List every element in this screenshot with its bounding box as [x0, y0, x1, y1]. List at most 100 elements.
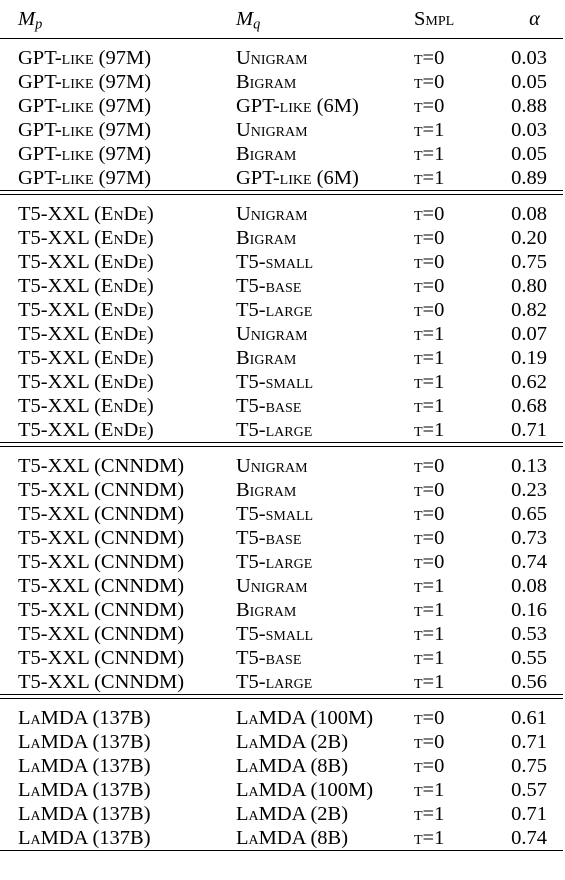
- header-mp-base: M: [18, 8, 36, 30]
- header-mp-sub: p: [35, 16, 43, 33]
- cell-mp: T5-XXL (CNNDM): [18, 623, 185, 645]
- cell-mq: GPT-like (6M): [236, 95, 359, 117]
- cell-alpha: 0.82: [511, 299, 547, 321]
- cell-smpl: t=1: [414, 671, 445, 693]
- table-header-row: Mp Mq Smpl α: [0, 0, 563, 39]
- cell-smpl: t=1: [414, 575, 445, 597]
- table-row: GPT-like (97M) Unigram t=1 0.03: [0, 118, 563, 142]
- cell-smpl: t=0: [414, 527, 445, 549]
- cell-mp: T5-XXL (CNNDM): [18, 647, 185, 669]
- cell-mp: T5-XXL (EnDe): [18, 227, 154, 249]
- group-end-rule: [0, 190, 563, 195]
- cell-mq: LaMDA (2B): [236, 731, 349, 753]
- cell-alpha: 0.68: [511, 395, 547, 417]
- cell-mq: LaMDA (8B): [236, 827, 349, 849]
- cell-alpha: 0.74: [511, 551, 547, 573]
- cell-alpha: 0.74: [511, 827, 547, 849]
- cell-mp: GPT-like (97M): [18, 47, 152, 69]
- cell-alpha: 0.08: [511, 575, 547, 597]
- cell-alpha: 0.13: [511, 455, 547, 477]
- cell-mq: Bigram: [236, 143, 297, 165]
- table-row: T5-XXL (CNNDM) T5-small t=1 0.53: [0, 622, 563, 646]
- cell-alpha: 0.71: [511, 803, 547, 825]
- cell-smpl: t=1: [414, 623, 445, 645]
- table-body: GPT-like (97M) Unigram t=0 0.03 GPT-like (97…: [0, 38, 563, 853]
- cell-smpl: t=1: [414, 599, 445, 621]
- group-separator: [0, 446, 563, 454]
- group-end-rule: [0, 694, 563, 699]
- cell-smpl: t=0: [414, 299, 445, 321]
- cell-mp: LaMDA (137B): [18, 755, 151, 777]
- cell-smpl: t=0: [414, 707, 445, 729]
- cell-smpl: t=0: [414, 479, 445, 501]
- cell-smpl: t=0: [414, 731, 445, 753]
- cell-mq: Unigram: [236, 47, 308, 69]
- cell-mq: T5-base: [236, 395, 302, 417]
- cell-mq: T5-small: [236, 371, 314, 393]
- cell-smpl: t=0: [414, 551, 445, 573]
- cell-mq: T5-base: [236, 275, 302, 297]
- cell-smpl: t=0: [414, 203, 445, 225]
- cell-mq: Unigram: [236, 455, 308, 477]
- cell-mp: T5-XXL (EnDe): [18, 395, 154, 417]
- group-separator: [0, 38, 563, 46]
- table-row: T5-XXL (EnDe) Unigram t=0 0.08: [0, 202, 563, 226]
- table-row: GPT-like (97M) Unigram t=0 0.03: [0, 46, 563, 70]
- table-row: T5-XXL (CNNDM) Unigram t=1 0.08: [0, 574, 563, 598]
- cell-mq: LaMDA (8B): [236, 755, 349, 777]
- cell-alpha: 0.71: [511, 419, 547, 441]
- cell-alpha: 0.05: [511, 143, 547, 165]
- cell-smpl: t=1: [414, 827, 445, 849]
- cell-smpl: t=1: [414, 395, 445, 417]
- cell-mp: LaMDA (137B): [18, 731, 151, 753]
- cell-mp: T5-XXL (EnDe): [18, 371, 154, 393]
- cell-mq: Bigram: [236, 347, 297, 369]
- cell-mq: Unigram: [236, 575, 308, 597]
- cell-alpha: 0.57: [511, 779, 547, 801]
- cell-mp: GPT-like (97M): [18, 71, 152, 93]
- cell-mq: T5-large: [236, 299, 313, 321]
- cell-alpha: 0.53: [511, 623, 547, 645]
- cell-mq: Unigram: [236, 203, 308, 225]
- separator-rule: [0, 194, 563, 202]
- cell-mq: T5-base: [236, 527, 302, 549]
- cell-smpl: t=0: [414, 95, 445, 117]
- table-row: T5-XXL (EnDe) T5-base t=1 0.68: [0, 394, 563, 418]
- table-row: LaMDA (137B) LaMDA (2B) t=0 0.71: [0, 730, 563, 754]
- cell-mp: T5-XXL (CNNDM): [18, 503, 185, 525]
- cell-mq: Bigram: [236, 479, 297, 501]
- header-mq-sub: q: [253, 16, 261, 33]
- header-alpha: α: [529, 8, 540, 30]
- cell-mp: GPT-like (97M): [18, 119, 152, 141]
- cell-smpl: t=1: [414, 143, 445, 165]
- cell-smpl: t=0: [414, 755, 445, 777]
- separator-rule: [0, 38, 563, 46]
- cell-mp: LaMDA (137B): [18, 827, 151, 849]
- cell-smpl: t=0: [414, 275, 445, 297]
- cell-mq: T5-large: [236, 419, 313, 441]
- cell-mp: T5-XXL (CNNDM): [18, 479, 185, 501]
- end-rule: [0, 190, 563, 195]
- cell-mp: T5-XXL (EnDe): [18, 275, 154, 297]
- cell-mp: T5-XXL (CNNDM): [18, 527, 185, 549]
- cell-mq: T5-base: [236, 647, 302, 669]
- cell-mq: T5-large: [236, 551, 313, 573]
- cell-alpha: 0.65: [511, 503, 547, 525]
- cell-alpha: 0.56: [511, 671, 547, 693]
- cell-smpl: t=1: [414, 371, 445, 393]
- cell-alpha: 0.80: [511, 275, 547, 297]
- table-row: T5-XXL (EnDe) T5-large t=0 0.82: [0, 298, 563, 322]
- cell-alpha: 0.20: [511, 227, 547, 249]
- cell-smpl: t=1: [414, 779, 445, 801]
- cell-alpha: 0.88: [511, 95, 547, 117]
- cell-alpha: 0.61: [511, 707, 547, 729]
- cell-mp: T5-XXL (EnDe): [18, 299, 154, 321]
- end-rule: [0, 442, 563, 447]
- table-row: T5-XXL (CNNDM) T5-small t=0 0.65: [0, 502, 563, 526]
- cell-mp: T5-XXL (EnDe): [18, 323, 154, 345]
- group-end-rule: [0, 850, 563, 853]
- cell-mp: T5-XXL (CNNDM): [18, 575, 185, 597]
- cell-mp: T5-XXL (CNNDM): [18, 671, 185, 693]
- end-rule: [0, 850, 563, 853]
